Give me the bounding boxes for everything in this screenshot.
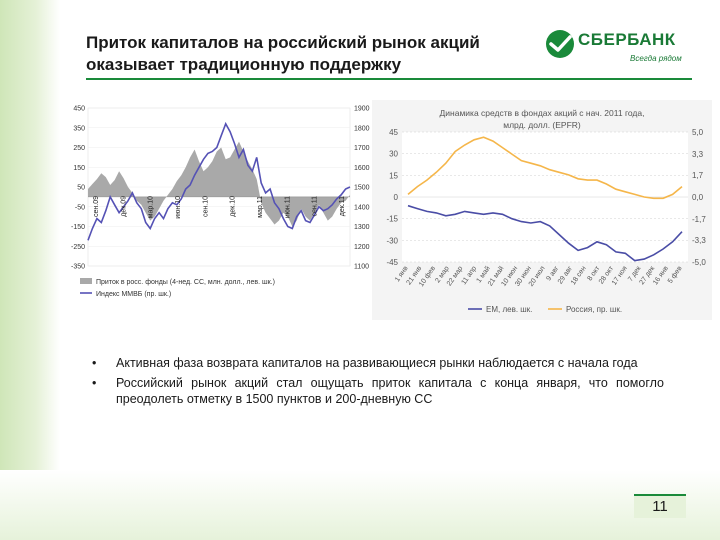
- chart1-yright-tick: 1600: [354, 165, 370, 172]
- chart2-yright-tick: 3,3: [692, 150, 704, 159]
- chart1-yleft-tick: 250: [73, 145, 85, 152]
- chart2-em-line: [407, 204, 683, 262]
- chart1-yright-tick: 1800: [354, 125, 370, 132]
- chart2-yleft-tick: 15: [389, 171, 398, 180]
- bullet-item-1: Активная фаза возврата капиталов на разв…: [92, 355, 664, 371]
- chart1-yright-tick: 1500: [354, 185, 370, 192]
- chart1-yright-tick: 1700: [354, 145, 370, 152]
- title-line-2: оказывает традиционную поддержку: [86, 55, 402, 74]
- bullet-item-2: Российский рынок акций стал ощущать прит…: [92, 375, 664, 407]
- chart1-yright-tick: 1200: [354, 244, 370, 251]
- chart2-legend-em: EM, лев. шк.: [486, 305, 532, 314]
- chart2-yright-tick: 0,0: [692, 193, 704, 202]
- chart-epfr-funds: Динамика средств в фондах акций с нач. 2…: [372, 100, 712, 320]
- chart-flows-micex: 450 350 250 150 50 -50 -150 -250 -350 1900 1800 17…: [71, 106, 370, 299]
- logo-slogan: Всегда рядом: [630, 54, 682, 63]
- chart1-yleft-tick: 50: [77, 185, 85, 192]
- chart1-x-tick: мар.11: [257, 196, 264, 218]
- title-line-1: Приток капиталов на российский рынок акц…: [86, 33, 480, 52]
- chart2-title-line-1: Динамика средств в фондах акций с нач. 2…: [440, 108, 645, 118]
- chart2-yleft-tick: 0: [394, 193, 399, 202]
- title-divider: [86, 78, 692, 80]
- chart1-x-tick: дек.10: [230, 196, 237, 217]
- chart2-yleft-tick: -15: [386, 215, 398, 224]
- sberbank-logo-icon: [546, 30, 574, 58]
- chart2-russia-line: [407, 136, 683, 200]
- chart1-yleft-tick: 450: [73, 106, 85, 113]
- chart1-legend-flows: Приток в росс. фонды (4-нед. СС, млн. до…: [96, 279, 275, 286]
- chart2-yright-tick: 1,7: [692, 171, 704, 180]
- chart2-yleft-tick: -45: [386, 258, 398, 267]
- chart1-legend: Приток в росс. фонды (4-нед. СС, млн. до…: [80, 278, 275, 298]
- background-left-decor: [0, 0, 60, 540]
- chart2-title-line-2: млрд. долл. (EPFR): [503, 120, 581, 130]
- chart2-legend-russia: Россия, пр. шк.: [566, 305, 622, 314]
- chart2-yright-tick: -1,7: [692, 215, 706, 224]
- chart1-yright-tick: 1900: [354, 106, 370, 113]
- chart1-x-tick: дек.09: [120, 196, 127, 217]
- chart1-x-tick: мар.10: [148, 196, 155, 218]
- chart2-yright-tick: -5,0: [692, 258, 706, 267]
- chart1-yleft-tick: -250: [71, 244, 85, 251]
- page-title: Приток капиталов на российский рынок акц…: [86, 32, 506, 76]
- chart1-yleft-tick: 350: [73, 125, 85, 132]
- chart1-x-tick: июн.11: [284, 196, 291, 218]
- logo-name: СБЕРБАНК: [578, 30, 676, 49]
- chart1-yleft-tick: -50: [75, 204, 85, 211]
- chart2-yright-tick: -3,3: [692, 236, 706, 245]
- chart1-legend-micex: Индекс ММВБ (пр. шк.): [96, 291, 171, 298]
- page-number: 11: [652, 498, 668, 515]
- chart2-legend: EM, лев. шк. Россия, пр. шк.: [468, 305, 622, 314]
- chart1-yright-tick: 1400: [354, 204, 370, 211]
- chart2-yleft-tick: 45: [389, 128, 398, 137]
- chart1-yleft-tick: 150: [73, 165, 85, 172]
- chart2-yleft-tick: 30: [389, 150, 398, 159]
- chart1-legend-swatch-flows: [80, 278, 92, 284]
- sberbank-logo: СБЕРБАНК Всегда рядом: [544, 28, 694, 72]
- chart1-yleft-tick: -350: [71, 264, 85, 271]
- chart1-yleft-tick: -150: [71, 224, 85, 231]
- chart1-micex-line: [87, 121, 351, 241]
- background-bottom-decor: [0, 470, 720, 540]
- chart1-yright-tick: 1100: [354, 264, 369, 271]
- chart1-yright-tick: 1300: [354, 224, 370, 231]
- chart1-x-tick: сен.10: [202, 196, 209, 217]
- chart2-yright-tick: 5,0: [692, 128, 704, 137]
- page-number-box: 11: [634, 494, 686, 518]
- chart1-flow-area: [88, 141, 350, 227]
- bullet-list: Активная фаза возврата капиталов на разв…: [92, 355, 664, 411]
- chart1-x-tick: сен.09: [93, 196, 100, 217]
- chart1-x-tick: дек.11: [339, 196, 346, 216]
- chart1-x-tick: июн.10: [175, 196, 182, 219]
- chart1-x-tick: сен.11: [312, 196, 319, 217]
- chart2-yleft-tick: -30: [386, 236, 398, 245]
